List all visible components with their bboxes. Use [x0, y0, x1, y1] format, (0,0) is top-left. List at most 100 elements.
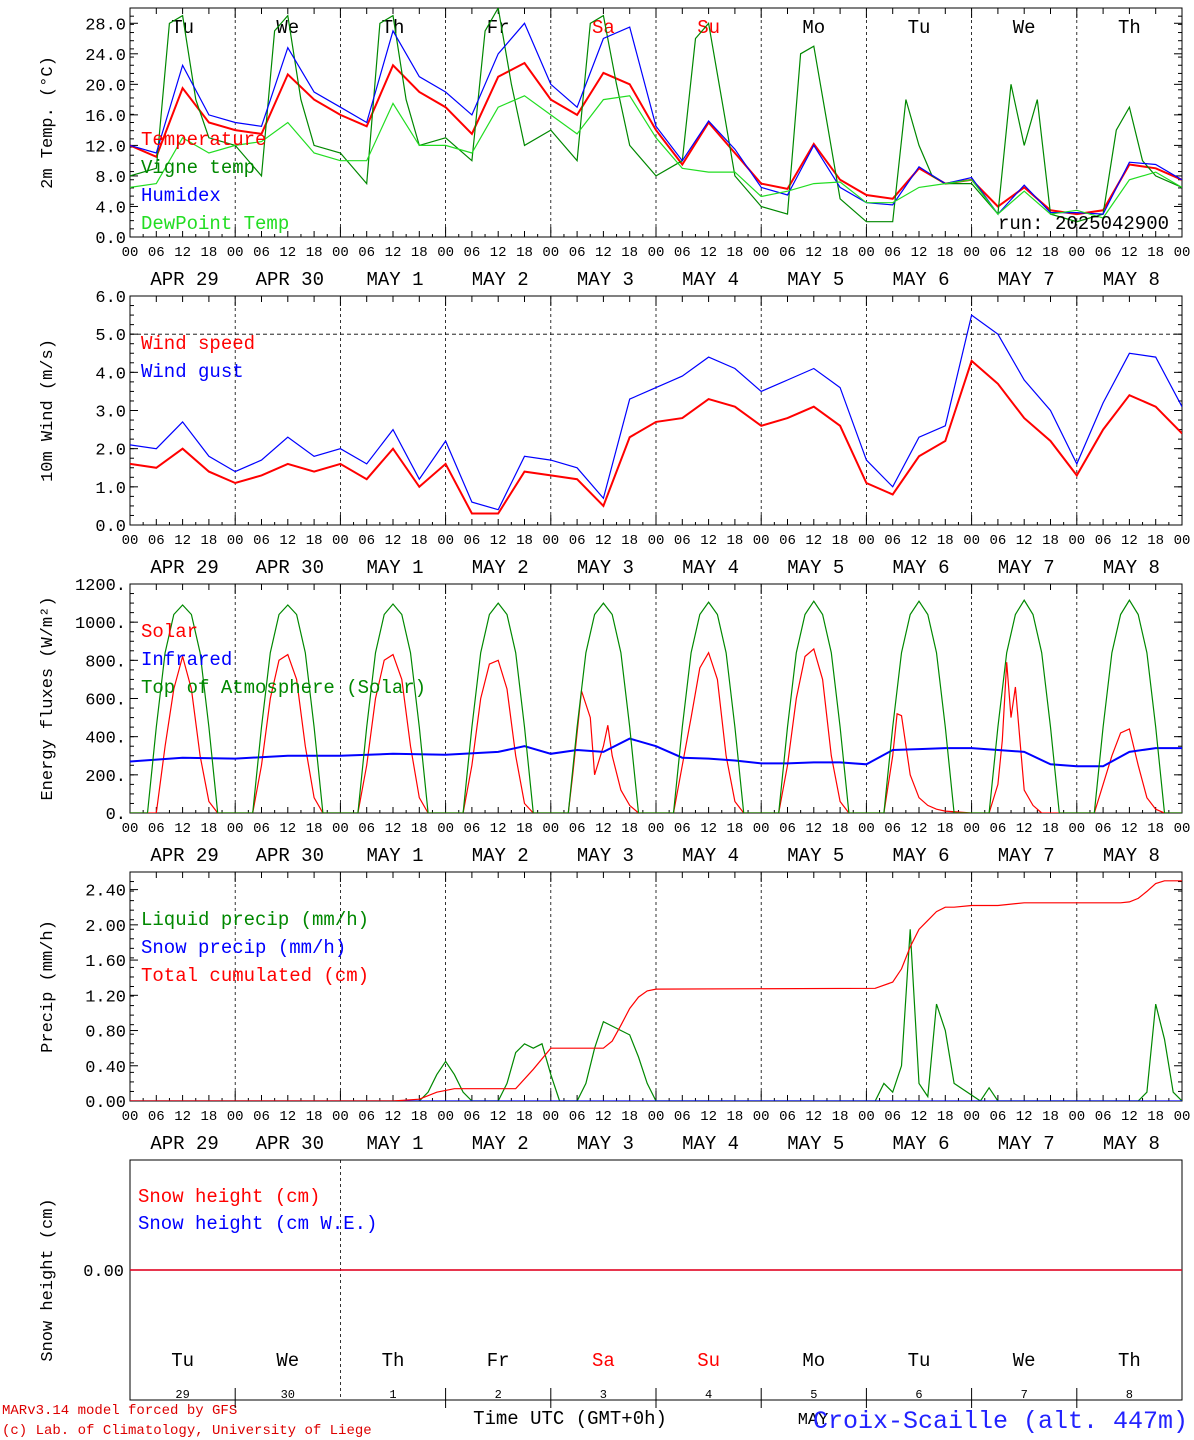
hour-tick-label: 06	[674, 821, 691, 837]
hour-tick-label: 12	[911, 533, 928, 549]
y-tick-label: 0.40	[85, 1059, 126, 1078]
weekday-label: We	[276, 1350, 299, 1372]
hour-tick-label: 00	[122, 821, 139, 837]
date-label: MAY 2	[472, 1133, 529, 1155]
hour-tick-label: 18	[1042, 821, 1059, 837]
hour-tick-label: 12	[805, 1109, 822, 1125]
hour-tick-label: 12	[805, 821, 822, 837]
date-label: MAY 3	[577, 845, 634, 867]
y-tick-label: 600.	[85, 692, 126, 711]
date-label: MAY 8	[1103, 557, 1160, 579]
weekday-label: Th	[382, 1350, 405, 1372]
legend-entry: Snow precip (mm/h)	[141, 937, 346, 959]
hour-tick-label: 12	[700, 533, 717, 549]
legend-entry: Humidex	[141, 185, 221, 207]
hour-tick-label: 18	[411, 533, 428, 549]
hour-tick-label: 06	[884, 245, 901, 261]
hour-tick-label: 18	[516, 245, 533, 261]
legend-entry: Vigne temp	[141, 157, 255, 179]
day-number-label: 7	[1021, 1388, 1028, 1402]
date-label: MAY 5	[787, 1133, 844, 1155]
hour-tick-label: 00	[858, 245, 875, 261]
hour-tick-label: 00	[648, 1109, 665, 1125]
hour-tick-label: 12	[174, 245, 191, 261]
weekday-label: Sa	[592, 1350, 615, 1372]
hour-tick-label: 00	[122, 1109, 139, 1125]
hour-tick-label: 00	[437, 533, 454, 549]
hour-tick-label: 06	[253, 821, 270, 837]
hour-tick-label: 06	[779, 1109, 796, 1125]
hour-tick-label: 00	[648, 245, 665, 261]
hour-tick-label: 18	[1147, 821, 1164, 837]
date-label: MAY 6	[892, 1133, 949, 1155]
series-line-infrared	[130, 737, 1182, 768]
model-credit: MARv3.14 model forced by GFS	[2, 1403, 237, 1419]
weekday-label: Th	[1118, 17, 1141, 39]
y-tick-label: 16.0	[85, 108, 126, 127]
hour-tick-label: 06	[569, 533, 586, 549]
hour-tick-label: 18	[411, 821, 428, 837]
hour-tick-label: 18	[937, 821, 954, 837]
weekday-label: Th	[1118, 1350, 1141, 1372]
hour-tick-label: 18	[621, 245, 638, 261]
panel-2: 0.0 1.0 2.0 3.0 4.0 5.0 6.0 10m Wind (m/s) 00 06 1…	[39, 289, 1190, 579]
hour-tick-label: 06	[253, 1109, 270, 1125]
hour-tick-label: 12	[1121, 1109, 1138, 1125]
hour-tick-label: 06	[148, 821, 165, 837]
date-label: MAY 7	[998, 1133, 1055, 1155]
hour-tick-label: 12	[805, 245, 822, 261]
date-label: MAY 6	[892, 557, 949, 579]
hour-tick-label: 00	[437, 821, 454, 837]
hour-tick-label: 00	[227, 821, 244, 837]
hour-tick-label: 18	[411, 245, 428, 261]
hour-tick-label: 06	[674, 245, 691, 261]
hour-tick-label: 12	[700, 245, 717, 261]
hour-tick-label: 12	[595, 245, 612, 261]
y-tick-label: 2.40	[85, 883, 126, 902]
hour-tick-label: 00	[542, 533, 559, 549]
hour-tick-label: 18	[306, 533, 323, 549]
hour-tick-label: 00	[542, 1109, 559, 1125]
panel-1: 0.0 4.0 8.0 12.0 16.0 20.0 24.0 28.0 2m Temp. (°…	[39, 7, 1190, 291]
hour-tick-label: 00	[1174, 821, 1191, 837]
date-label: MAY 3	[577, 557, 634, 579]
weekday-label: Th	[382, 17, 405, 39]
day-number-label: 29	[175, 1388, 189, 1402]
y-axis-label: 10m Wind (m/s)	[39, 339, 58, 482]
series-line-humidex	[130, 22, 1182, 216]
hour-tick-label: 12	[174, 533, 191, 549]
hour-tick-label: 06	[253, 533, 270, 549]
hour-tick-label: 12	[911, 1109, 928, 1125]
hour-tick-label: 12	[1016, 1109, 1033, 1125]
hour-tick-label: 12	[385, 533, 402, 549]
day-number-label: 4	[705, 1388, 712, 1402]
legend-entry: Temperature	[141, 129, 266, 151]
hour-tick-label: 06	[148, 533, 165, 549]
hour-tick-label: 18	[726, 821, 743, 837]
hour-tick-label: 12	[385, 821, 402, 837]
y-tick-label: 4.0	[95, 365, 126, 384]
date-label: MAY 8	[1103, 269, 1160, 291]
date-label: APR 30	[256, 845, 324, 867]
hour-tick-label: 06	[989, 1109, 1006, 1125]
date-label: MAY 4	[682, 1133, 739, 1155]
date-label: MAY 2	[472, 845, 529, 867]
hour-tick-label: 18	[621, 533, 638, 549]
hour-tick-label: 18	[1042, 1109, 1059, 1125]
hour-tick-label: 12	[1016, 245, 1033, 261]
hour-tick-label: 00	[648, 533, 665, 549]
hour-tick-label: 12	[911, 821, 928, 837]
hour-tick-label: 18	[937, 1109, 954, 1125]
hour-tick-label: 12	[1016, 821, 1033, 837]
hour-tick-label: 12	[1121, 821, 1138, 837]
hour-tick-label: 06	[884, 1109, 901, 1125]
hour-tick-label: 18	[516, 533, 533, 549]
hour-tick-label: 18	[200, 821, 217, 837]
legend-entry: Infrared	[141, 649, 232, 671]
date-label: MAY 8	[1103, 845, 1160, 867]
weekday-label: Su	[697, 17, 720, 39]
hour-tick-label: 12	[174, 1109, 191, 1125]
series-line-wind-gust	[130, 314, 1182, 511]
hour-tick-label: 00	[753, 245, 770, 261]
series-line-dewpoint-temp	[130, 95, 1182, 219]
